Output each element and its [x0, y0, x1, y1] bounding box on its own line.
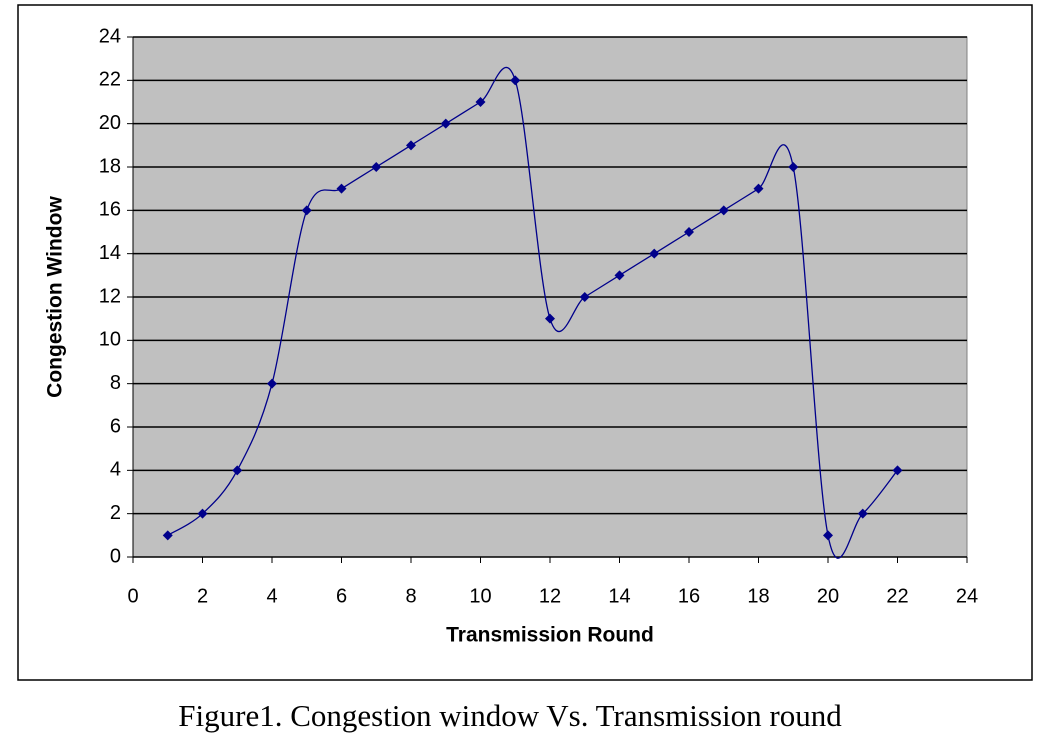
data-point: [406, 140, 416, 151]
y-tick-label: 12: [99, 285, 121, 307]
data-point: [336, 183, 347, 194]
data-point: [649, 248, 660, 259]
data-point: [788, 162, 799, 172]
x-tick-label: 6: [336, 585, 347, 607]
y-tick-label: 10: [99, 329, 121, 351]
x-tick-label: 14: [608, 585, 630, 607]
x-tick-label: 8: [405, 585, 416, 607]
data-point: [197, 508, 208, 519]
x-tick-label: 2: [197, 585, 208, 607]
y-tick-label: 18: [99, 155, 121, 177]
y-tick-label: 22: [99, 69, 121, 91]
y-axis-title: Congestion Window: [44, 196, 67, 398]
y-tick-label: 2: [110, 502, 121, 524]
x-tick-label: 16: [678, 585, 700, 607]
x-tick-label: 24: [956, 585, 978, 607]
data-point: [753, 183, 764, 194]
data-point: [614, 270, 625, 281]
y-tick-label: 20: [99, 112, 121, 134]
data-point: [718, 205, 729, 216]
data-line: [167, 66, 899, 559]
y-tick-label: 14: [99, 242, 121, 264]
data-point: [475, 97, 486, 107]
x-tick-label: 12: [539, 585, 561, 607]
x-tick-label: 0: [127, 585, 138, 607]
data-point: [232, 465, 243, 476]
x-axis-title: Transmission Round: [446, 624, 654, 647]
x-tick-label: 18: [747, 585, 769, 607]
y-tick-label: 4: [110, 459, 121, 481]
data-point: [579, 292, 590, 302]
data-point: [510, 75, 521, 86]
y-tick-label: 6: [110, 415, 121, 437]
data-point: [267, 378, 277, 389]
x-tick-label: 20: [817, 585, 839, 607]
caption: Figure1. Congestion window Vs. Transmiss…: [178, 698, 842, 733]
data-point: [545, 313, 555, 324]
data-point: [162, 530, 173, 541]
data-point: [823, 530, 833, 541]
x-tick-label: 4: [266, 585, 277, 607]
data-point: [684, 227, 694, 237]
y-tick-label: 8: [110, 372, 121, 394]
data-point: [440, 118, 451, 129]
y-tick-label: 0: [110, 545, 121, 567]
data-point: [857, 508, 868, 519]
data-point: [301, 205, 312, 216]
data-point: [371, 162, 382, 172]
data-point: [892, 465, 903, 476]
x-tick-label: 10: [469, 585, 491, 607]
y-tick-label: 24: [99, 25, 121, 47]
y-tick-label: 16: [99, 199, 121, 221]
x-tick-label: 22: [886, 585, 908, 607]
